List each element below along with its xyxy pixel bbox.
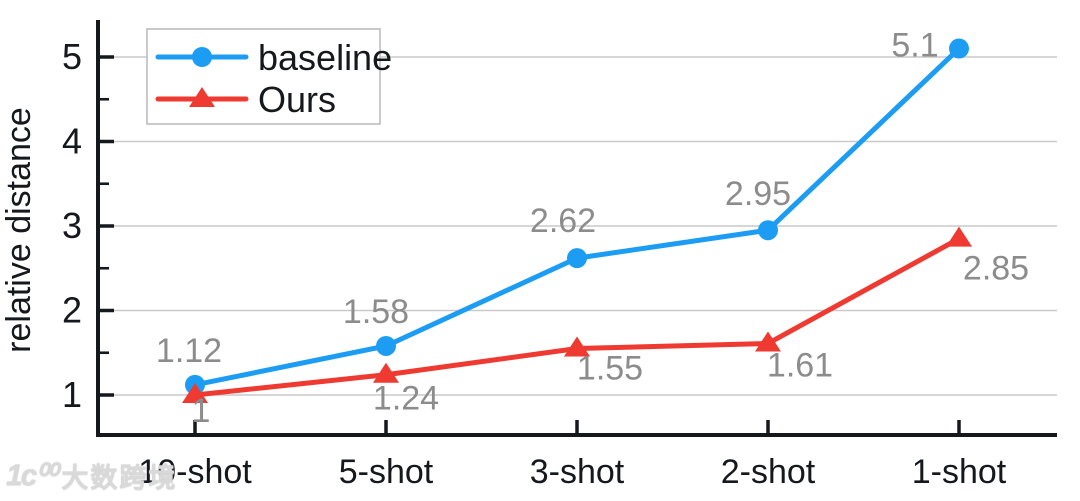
x-tick-label: 2-shot <box>721 453 816 491</box>
legend-box <box>146 28 381 125</box>
y-tick-label: 5 <box>62 36 82 77</box>
legend-Ours-marker <box>189 87 215 107</box>
series-baseline-marker <box>376 335 396 356</box>
series-baseline-marker <box>567 248 587 269</box>
y-tick-label: 3 <box>62 205 82 246</box>
legend-baseline-label: baseline <box>258 37 392 78</box>
point-label: 1.61 <box>767 346 833 384</box>
point-label: 2.62 <box>530 202 596 240</box>
series-baseline-marker <box>758 220 778 241</box>
x-tick-label: 5-shot <box>339 453 434 491</box>
series-baseline-marker <box>949 38 969 59</box>
point-label: 1.58 <box>343 293 409 331</box>
x-tick-label: 10-shot <box>138 453 252 491</box>
point-label: 2.85 <box>963 250 1029 288</box>
legend-Ours-label: Ours <box>258 79 336 120</box>
series-Ours-marker <box>755 331 781 352</box>
x-tick-label: 1-shot <box>912 453 1007 491</box>
point-label: 1.12 <box>156 332 222 370</box>
y-axis-title: relative distance <box>0 107 38 353</box>
x-tick-label: 3-shot <box>530 453 625 491</box>
point-label: 1.24 <box>373 380 439 418</box>
series-Ours-marker <box>182 383 208 403</box>
point-label: 1 <box>192 392 211 430</box>
series-Ours-marker <box>946 226 972 247</box>
y-tick-label: 2 <box>62 290 82 331</box>
point-label: 1.55 <box>577 350 643 388</box>
series-Ours-marker <box>564 336 590 357</box>
point-label: 5.1 <box>891 27 938 65</box>
series-Ours-marker <box>373 362 399 383</box>
y-tick-label: 4 <box>62 121 82 162</box>
legend-baseline-marker <box>192 47 212 67</box>
point-label: 2.95 <box>725 175 791 213</box>
y-tick-label: 1 <box>62 374 82 415</box>
